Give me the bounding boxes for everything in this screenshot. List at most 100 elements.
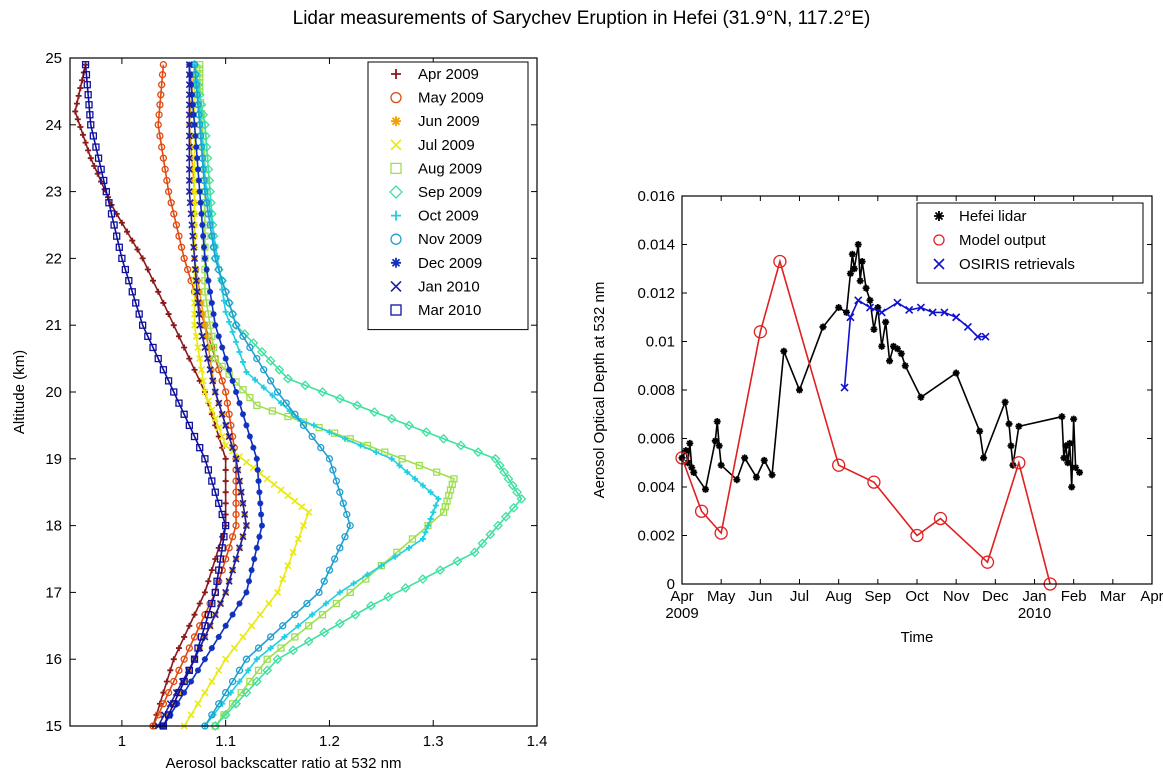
profile-point [220, 709, 231, 720]
profile-point [196, 321, 204, 329]
profile-point [218, 544, 226, 552]
profile-point [255, 478, 262, 485]
profile-point [291, 611, 299, 619]
profile-point [284, 562, 292, 570]
profile-point [75, 92, 82, 99]
profile-point [87, 121, 95, 129]
profile-point [158, 81, 166, 89]
aod-point [886, 357, 894, 365]
profile-point [186, 355, 193, 362]
profile-point [196, 444, 204, 452]
profile-point [175, 666, 183, 674]
profile-point [192, 332, 200, 340]
profile-point [164, 688, 173, 697]
profile-point [196, 622, 204, 630]
profile-point [253, 401, 261, 410]
profile-point [201, 455, 209, 463]
profile-point [92, 143, 100, 151]
profile-point [260, 366, 268, 374]
profile-point [197, 633, 206, 641]
aod-markers-0 [678, 241, 1084, 493]
profile-point [415, 461, 424, 470]
profile-point [246, 433, 253, 440]
profile-point [134, 246, 141, 253]
profile-point [231, 698, 241, 709]
profile-point [86, 111, 94, 119]
profile-point [201, 255, 208, 262]
profile-point [163, 678, 170, 685]
profile-point [204, 397, 212, 405]
aod-point [796, 386, 803, 394]
profile-point [452, 556, 463, 567]
profile-point [118, 219, 125, 226]
profile-point [212, 322, 219, 329]
aod-point [753, 325, 767, 339]
profile-point [192, 277, 200, 285]
profile-point [185, 121, 193, 129]
profile-point [196, 65, 204, 73]
x-tick-label: Apr [670, 588, 693, 605]
profile-point [208, 332, 216, 340]
profile-point [204, 466, 213, 474]
legend-label: Hefei lidar [959, 208, 1027, 225]
profile-point [170, 388, 178, 396]
profile-point [188, 155, 195, 162]
profile-point [232, 555, 240, 563]
profile-point [229, 328, 236, 335]
profile-point [225, 544, 233, 552]
profile-point [305, 508, 313, 516]
profile-point [427, 489, 434, 496]
legend-label: Jun 2009 [418, 113, 480, 130]
profile-point [494, 460, 505, 471]
profile-point [199, 222, 206, 228]
profile-point [473, 447, 484, 458]
aod-point [1058, 413, 1066, 421]
profile-point [208, 711, 216, 719]
aod-point [711, 437, 719, 445]
y-tick-label: 23 [45, 184, 62, 201]
profile-point [191, 611, 198, 618]
profile-point [299, 522, 308, 530]
aod-point [780, 347, 788, 355]
profile-point [408, 535, 417, 543]
profile-point [325, 566, 334, 574]
profile-point [208, 645, 215, 652]
legend-marker [390, 139, 402, 151]
profile-point [97, 165, 105, 173]
aod-point [865, 303, 875, 312]
aod-line-1 [681, 258, 1051, 585]
legend-marker [391, 210, 401, 221]
profile-point [366, 600, 376, 611]
profile-point [334, 393, 345, 404]
profile-point [277, 486, 285, 494]
profile-point [209, 343, 218, 352]
profile-point [432, 502, 439, 509]
profile-point [194, 155, 201, 162]
profile-point [288, 645, 299, 656]
profile-point [196, 600, 203, 607]
legend-label: Apr 2009 [418, 66, 479, 83]
profile-point [191, 265, 199, 274]
profile-point [200, 233, 207, 240]
x-tick-label: Feb [1061, 588, 1087, 605]
legend-label: Oct 2009 [418, 208, 479, 225]
profile-point [208, 567, 215, 574]
legend-box [916, 202, 1144, 284]
profile-point [308, 432, 316, 441]
profile-point [220, 297, 227, 304]
legend-marker [933, 234, 945, 246]
profile-point [257, 347, 267, 357]
profile-point [194, 343, 202, 352]
aod-point [1060, 454, 1068, 462]
profile-point [161, 165, 169, 173]
profile-point [84, 91, 92, 99]
profile-point [284, 412, 292, 421]
profile-point [222, 655, 230, 663]
y-tick-label: 0.004 [637, 479, 675, 496]
profile-point [282, 399, 290, 407]
y-axis-label: Aerosol Optical Depth at 532 nm [591, 282, 608, 499]
profile-point [188, 144, 195, 151]
profile-point [222, 521, 230, 530]
profile-point [254, 644, 263, 652]
profile-point [222, 555, 230, 563]
